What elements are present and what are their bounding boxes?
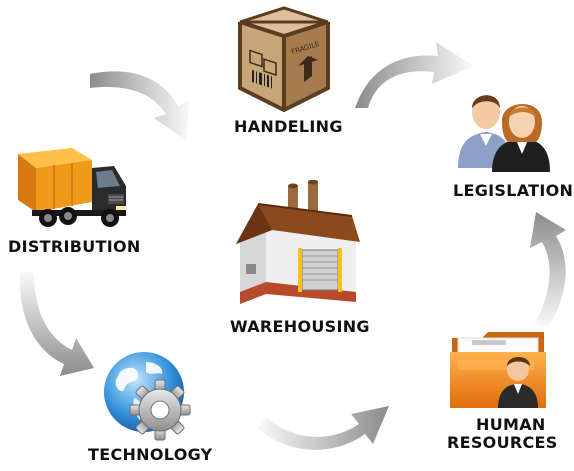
globe-gear-icon [104, 352, 191, 441]
warehouse-icon [236, 180, 360, 304]
truck-icon [18, 148, 126, 227]
arrow-handeling-to-distribution [90, 71, 190, 140]
people-icon [458, 95, 550, 172]
label-distribution: DISTRIBUTION [8, 237, 141, 256]
label-legislation: LEGISLATION [453, 181, 574, 200]
arrow-technology-to-human-resources [257, 406, 389, 450]
hr-folder-icon [450, 332, 546, 408]
arrow-legislation-to-handeling [355, 42, 474, 108]
label-human-resources-line1: HUMAN [476, 415, 546, 434]
arrow-human-resources-to-legislation [530, 212, 566, 328]
label-warehousing: WAREHOUSING [230, 317, 370, 336]
label-human-resources-line2: RESOURCES [447, 433, 558, 452]
label-handeling: HANDELING [234, 117, 343, 136]
fragile-box-icon: FRAGILE [238, 6, 330, 112]
label-technology: TECHNOLOGY [88, 445, 213, 464]
arrow-distribution-to-technology [19, 272, 94, 376]
